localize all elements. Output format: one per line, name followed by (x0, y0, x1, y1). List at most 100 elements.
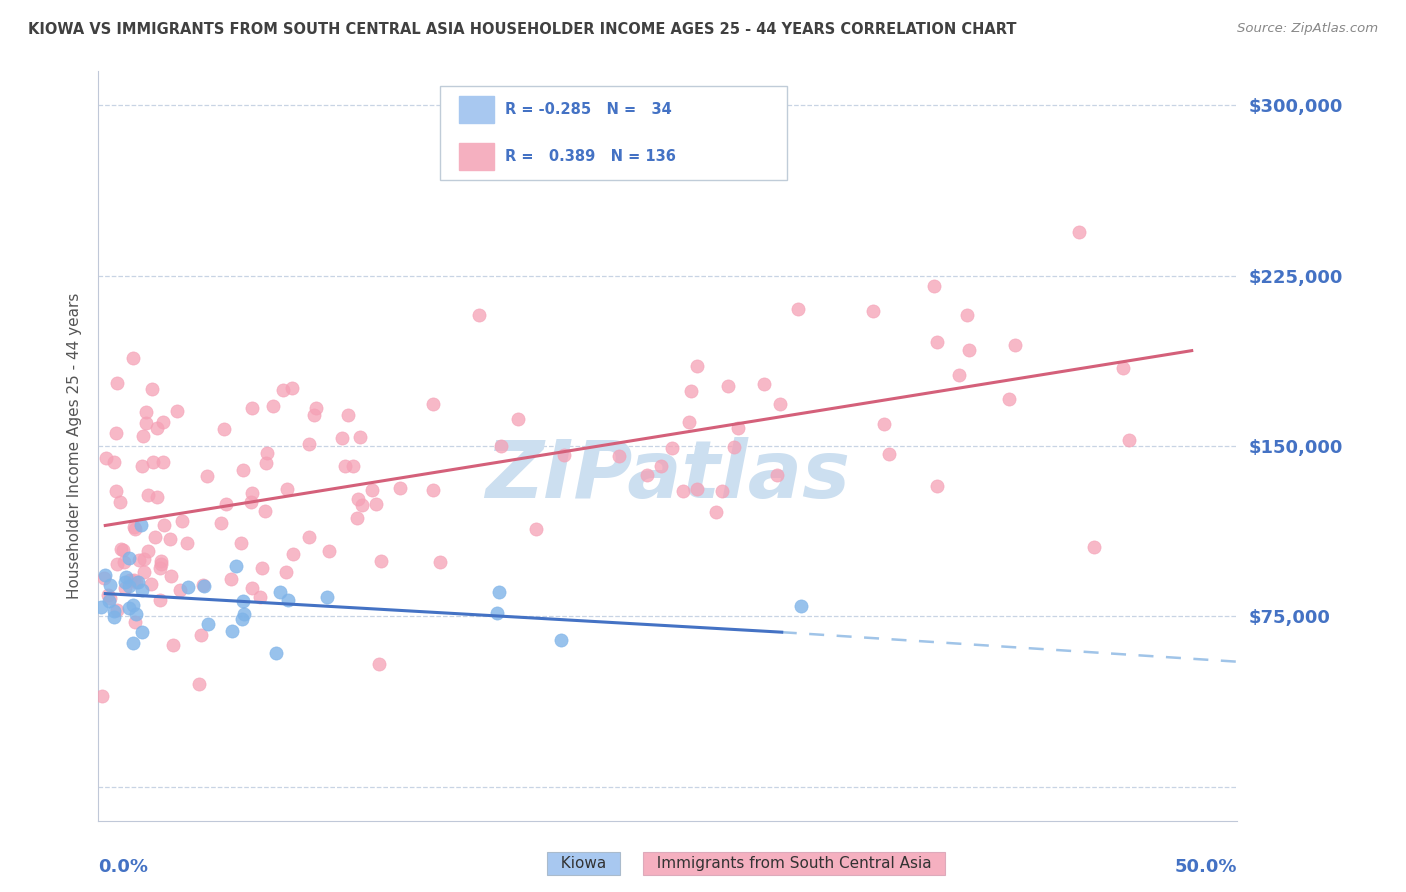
Point (103, 455, 125, 469)
Point (110, 541, 132, 556)
Point (122, 574, 145, 588)
Point (152, 415, 174, 429)
Point (209, 516, 232, 531)
Point (132, 552, 155, 566)
Point (98, 591, 121, 605)
Point (146, 420, 169, 434)
Point (197, 468, 219, 483)
Point (254, 504, 277, 518)
Point (122, 520, 145, 534)
Point (716, 379, 738, 393)
Point (114, 574, 136, 589)
Point (862, 304, 884, 318)
Point (232, 463, 254, 477)
Point (118, 573, 141, 587)
Point (93, 570, 115, 584)
Text: Source: ZipAtlas.com: Source: ZipAtlas.com (1237, 22, 1378, 36)
Point (262, 399, 284, 413)
Point (422, 483, 444, 498)
FancyBboxPatch shape (440, 87, 787, 180)
Point (352, 498, 374, 512)
Point (346, 510, 368, 524)
Point (225, 558, 247, 573)
Point (277, 593, 299, 607)
Point (127, 574, 149, 589)
Point (97, 588, 120, 602)
Point (135, 416, 157, 430)
Point (98, 578, 121, 592)
Point (115, 570, 138, 584)
Point (219, 573, 242, 587)
Point (998, 392, 1021, 407)
Text: R = -0.285   N =   34: R = -0.285 N = 34 (505, 102, 672, 117)
Point (305, 401, 328, 415)
Point (221, 624, 243, 639)
Point (1004, 338, 1026, 352)
Point (681, 384, 703, 399)
Point (190, 628, 212, 642)
Point (104, 483, 127, 498)
Point (316, 590, 339, 604)
Point (122, 351, 145, 365)
Point (105, 376, 128, 390)
Point (103, 604, 125, 618)
Point (1083, 540, 1105, 554)
Point (162, 639, 184, 653)
Point (124, 615, 146, 629)
Point (166, 404, 188, 418)
Text: Kiowa: Kiowa (551, 856, 616, 871)
Point (136, 488, 159, 502)
Point (177, 580, 200, 594)
Point (132, 429, 155, 443)
Point (650, 458, 672, 473)
Point (232, 594, 254, 608)
Point (212, 422, 235, 436)
Point (956, 309, 979, 323)
Text: 0.0%: 0.0% (98, 858, 149, 876)
Point (193, 578, 215, 592)
Text: KIOWA VS IMMIGRANTS FROM SOUTH CENTRAL ASIA HOUSEHOLDER INCOME AGES 25 - 44 YEAR: KIOWA VS IMMIGRANTS FROM SOUTH CENTRAL A… (28, 22, 1017, 37)
Text: 50.0%: 50.0% (1175, 858, 1237, 876)
Point (146, 490, 169, 504)
Point (686, 482, 709, 496)
Text: R =   0.389   N = 136: R = 0.389 N = 136 (505, 149, 676, 164)
Point (948, 368, 970, 383)
Point (111, 543, 134, 558)
Point (607, 449, 630, 463)
Point (149, 593, 172, 607)
Point (143, 530, 166, 544)
Point (661, 441, 683, 455)
Point (422, 397, 444, 411)
Point (790, 599, 813, 613)
Point (298, 437, 321, 451)
Point (485, 606, 508, 620)
Point (131, 458, 153, 473)
Point (153, 518, 176, 533)
Point (142, 455, 165, 469)
Point (170, 514, 193, 528)
Point (240, 495, 263, 509)
Point (877, 447, 900, 461)
Point (118, 551, 141, 566)
Point (925, 479, 948, 493)
Point (1112, 361, 1135, 376)
Point (250, 560, 273, 574)
Point (370, 554, 392, 568)
Point (231, 612, 253, 626)
Text: ZIPatlas: ZIPatlas (485, 437, 851, 515)
Point (922, 278, 945, 293)
Point (191, 578, 214, 592)
Point (302, 408, 325, 422)
Point (197, 617, 219, 632)
Point (488, 585, 510, 599)
Point (125, 607, 148, 621)
Point (264, 646, 287, 660)
Point (672, 483, 695, 498)
Point (468, 308, 491, 322)
Point (240, 581, 263, 595)
Y-axis label: Householder Income Ages 25 - 44 years: Householder Income Ages 25 - 44 years (67, 293, 83, 599)
Point (249, 591, 271, 605)
Point (766, 467, 789, 482)
Point (159, 532, 181, 546)
Point (704, 505, 727, 519)
